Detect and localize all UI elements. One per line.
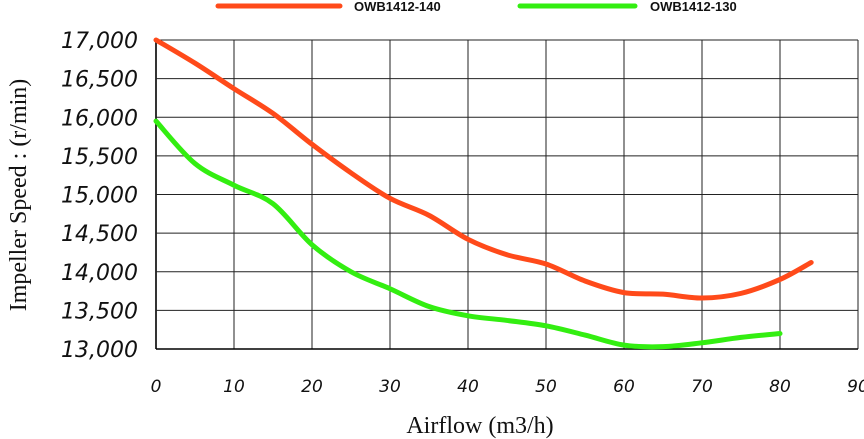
grid — [155, 39, 859, 350]
y-tick-label-0: 13,000 — [61, 338, 138, 363]
x-tick-label-4: 40 — [457, 377, 479, 397]
x-tick-label-7: 70 — [691, 377, 713, 397]
y-tick-label-1: 13,500 — [61, 299, 138, 324]
series-lines — [153, 37, 814, 350]
x-axis-label: Airflow (m3/h) — [406, 413, 553, 439]
x-tick-label-8: 80 — [769, 377, 791, 397]
x-tick-label-0: 0 — [151, 377, 162, 397]
legend-label-owb1412-130: OWB1412-130 — [650, 0, 737, 14]
x-tick-label-1: 10 — [223, 377, 245, 397]
y-tick-label-3: 14,500 — [61, 222, 138, 247]
series-line-owb1412-130 — [153, 118, 783, 350]
x-tick-label-9: 90 — [847, 377, 864, 397]
y-axis-ticks: 13,000 13,500 14,000 14,500 15,000 15,500 16,0… — [61, 29, 138, 363]
series-line-owb1412-140 — [153, 37, 814, 301]
y-tick-label-7: 16,500 — [61, 68, 138, 93]
y-tick-label-6: 16,000 — [61, 106, 138, 131]
y-tick-label-4: 15,000 — [61, 184, 138, 209]
y-tick-label-5: 15,500 — [61, 145, 138, 170]
legend: OWB1412-140 OWB1412-130 — [215, 0, 737, 14]
legend-label-owb1412-140: OWB1412-140 — [354, 0, 441, 14]
y-axis-label: Impeller Speed : (r/min) — [6, 79, 32, 312]
x-tick-label-5: 50 — [535, 377, 557, 397]
x-tick-label-2: 20 — [301, 377, 323, 397]
x-tick-label-6: 60 — [613, 377, 635, 397]
x-axis-ticks: 0 10 20 30 40 50 60 70 80 90 — [151, 377, 864, 397]
x-tick-label-3: 30 — [379, 377, 401, 397]
y-tick-label-2: 14,000 — [61, 261, 138, 286]
y-tick-label-8: 17,000 — [61, 29, 138, 54]
